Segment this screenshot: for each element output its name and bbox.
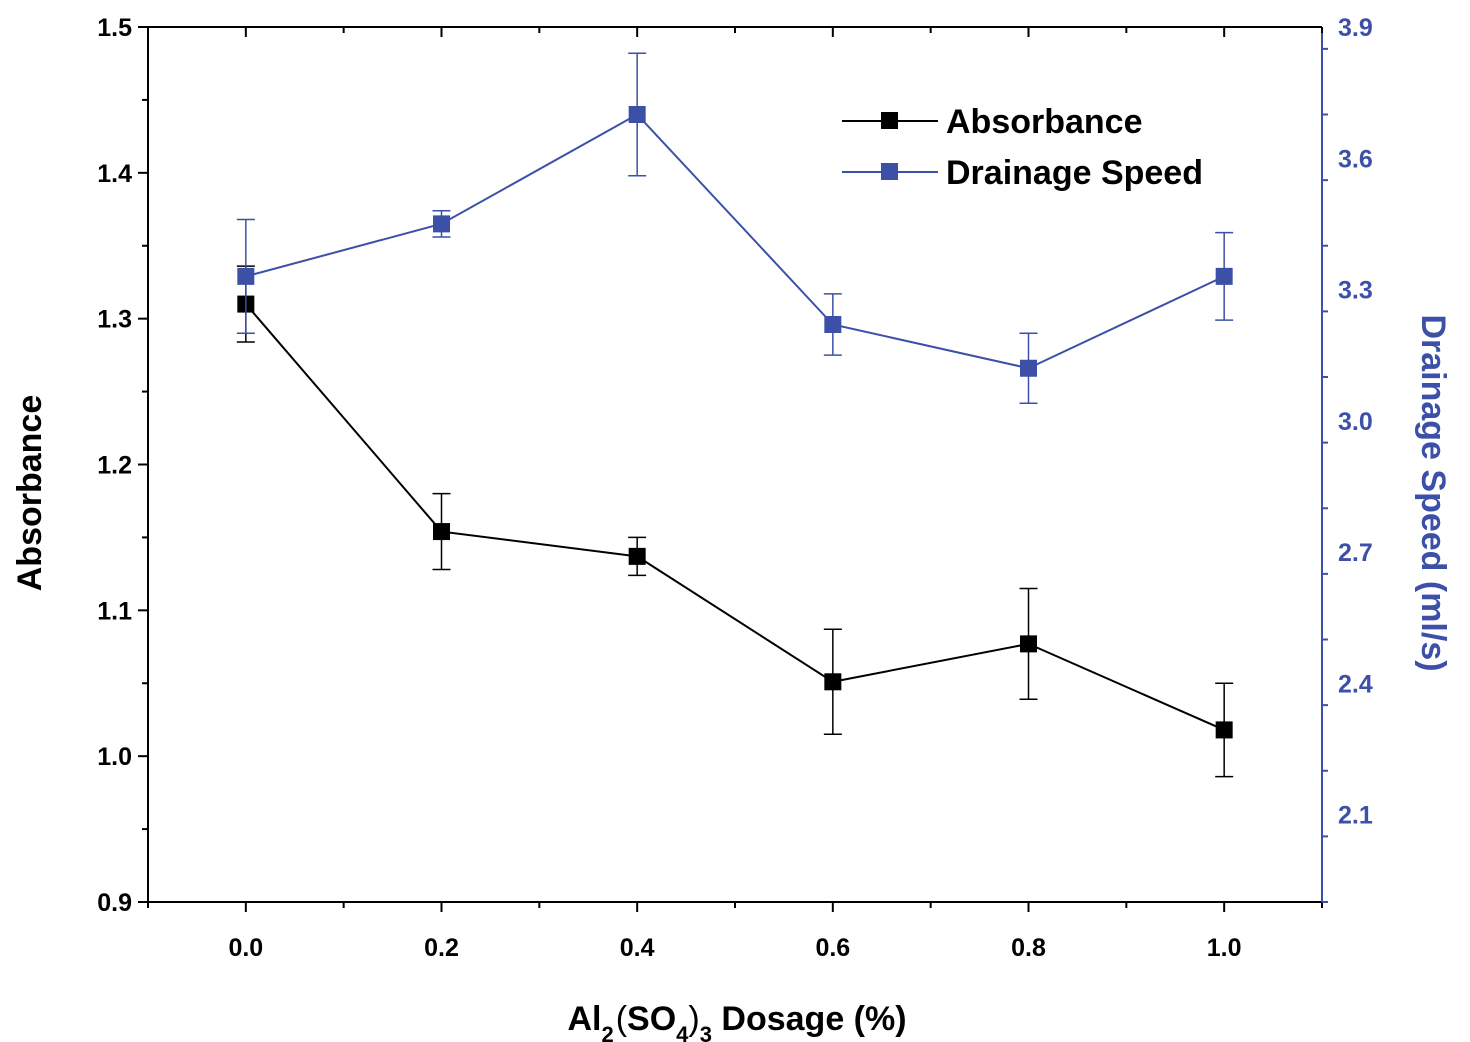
y-left-tick-label: 1.3	[97, 306, 132, 334]
series-line-drainage-speed	[245, 113, 1225, 370]
y-right-tick-label: 3.6	[1338, 145, 1373, 173]
legend-label-absorbance: Absorbance	[946, 103, 1143, 141]
y-right-tick-label: 2.7	[1338, 539, 1373, 567]
y-right-tick-label: 2.4	[1338, 670, 1373, 698]
y-axis-left-title: Absorbance	[11, 395, 49, 592]
legend-label-drainage-speed: Drainage Speed	[946, 154, 1203, 192]
tick-marks	[138, 26, 1328, 912]
legend: Absorbance Drainage Speed	[842, 103, 1203, 192]
data-point-drainage-speed	[628, 106, 646, 123]
y-axis-right-title: Drainage Speed (ml/s)	[1414, 314, 1452, 671]
data-point-drainage-speed	[433, 215, 450, 233]
legend-marker-absorbance	[881, 112, 898, 129]
series-line-absorbance	[245, 303, 1225, 731]
data-point-absorbance	[433, 523, 450, 541]
x-title-sub-3: 3	[700, 1022, 712, 1042]
x-axis-title: Al2(SO4)3 Dosage (%)	[567, 1000, 906, 1042]
y-left-tick-label: 1.0	[97, 743, 132, 771]
x-title-suffix: Dosage (%)	[712, 1000, 907, 1038]
y-right-tick-label: 3.3	[1338, 277, 1373, 305]
x-title-mid: SO	[627, 1000, 676, 1038]
y-right-tick-label: 3.9	[1338, 14, 1373, 42]
tick-labels: 0.0 0.2 0.4 0.6 0.8 1.0 0.9 1.0 1.1 1.2 1.3 1.4 1.5 2…	[97, 14, 1373, 962]
y-left-tick-label: 1.1	[97, 597, 132, 625]
data-point-absorbance	[1215, 721, 1233, 739]
x-title-close-paren: )	[688, 1000, 699, 1038]
legend-item-drainage-speed: Drainage Speed	[842, 154, 1203, 192]
y-left-tick-label: 1.2	[97, 452, 132, 480]
y-left-tick-label: 1.4	[97, 160, 132, 188]
x-tick-label: 0.2	[424, 934, 459, 962]
data-point-drainage-speed	[1020, 359, 1037, 377]
x-title-sub-1: 2	[601, 1022, 613, 1042]
data-point-drainage-speed	[237, 267, 255, 285]
data-point-absorbance	[1020, 635, 1037, 653]
x-title-sub-2: 4	[676, 1022, 689, 1042]
y-left-tick-label: 0.9	[97, 889, 132, 917]
data-point-drainage-speed	[824, 316, 842, 333]
x-tick-label: 0.6	[815, 934, 850, 962]
y-right-tick-label: 3.0	[1338, 408, 1373, 436]
legend-item-absorbance: Absorbance	[842, 103, 1143, 141]
legend-marker-drainage-speed	[881, 163, 898, 180]
data-point-drainage-speed	[1215, 267, 1233, 285]
x-title-open-paren: (	[616, 1000, 628, 1038]
x-title-prefix: Al	[567, 1000, 601, 1038]
y-left-tick-label: 1.5	[97, 14, 132, 42]
x-tick-label: 0.0	[228, 934, 263, 962]
x-tick-label: 0.8	[1011, 934, 1046, 962]
x-tick-label: 1.0	[1207, 934, 1242, 962]
data-point-absorbance	[628, 547, 646, 565]
x-tick-label: 0.4	[620, 934, 655, 962]
data-series	[236, 52, 1234, 778]
data-point-absorbance	[824, 673, 842, 691]
y-right-tick-label: 2.1	[1338, 802, 1373, 830]
